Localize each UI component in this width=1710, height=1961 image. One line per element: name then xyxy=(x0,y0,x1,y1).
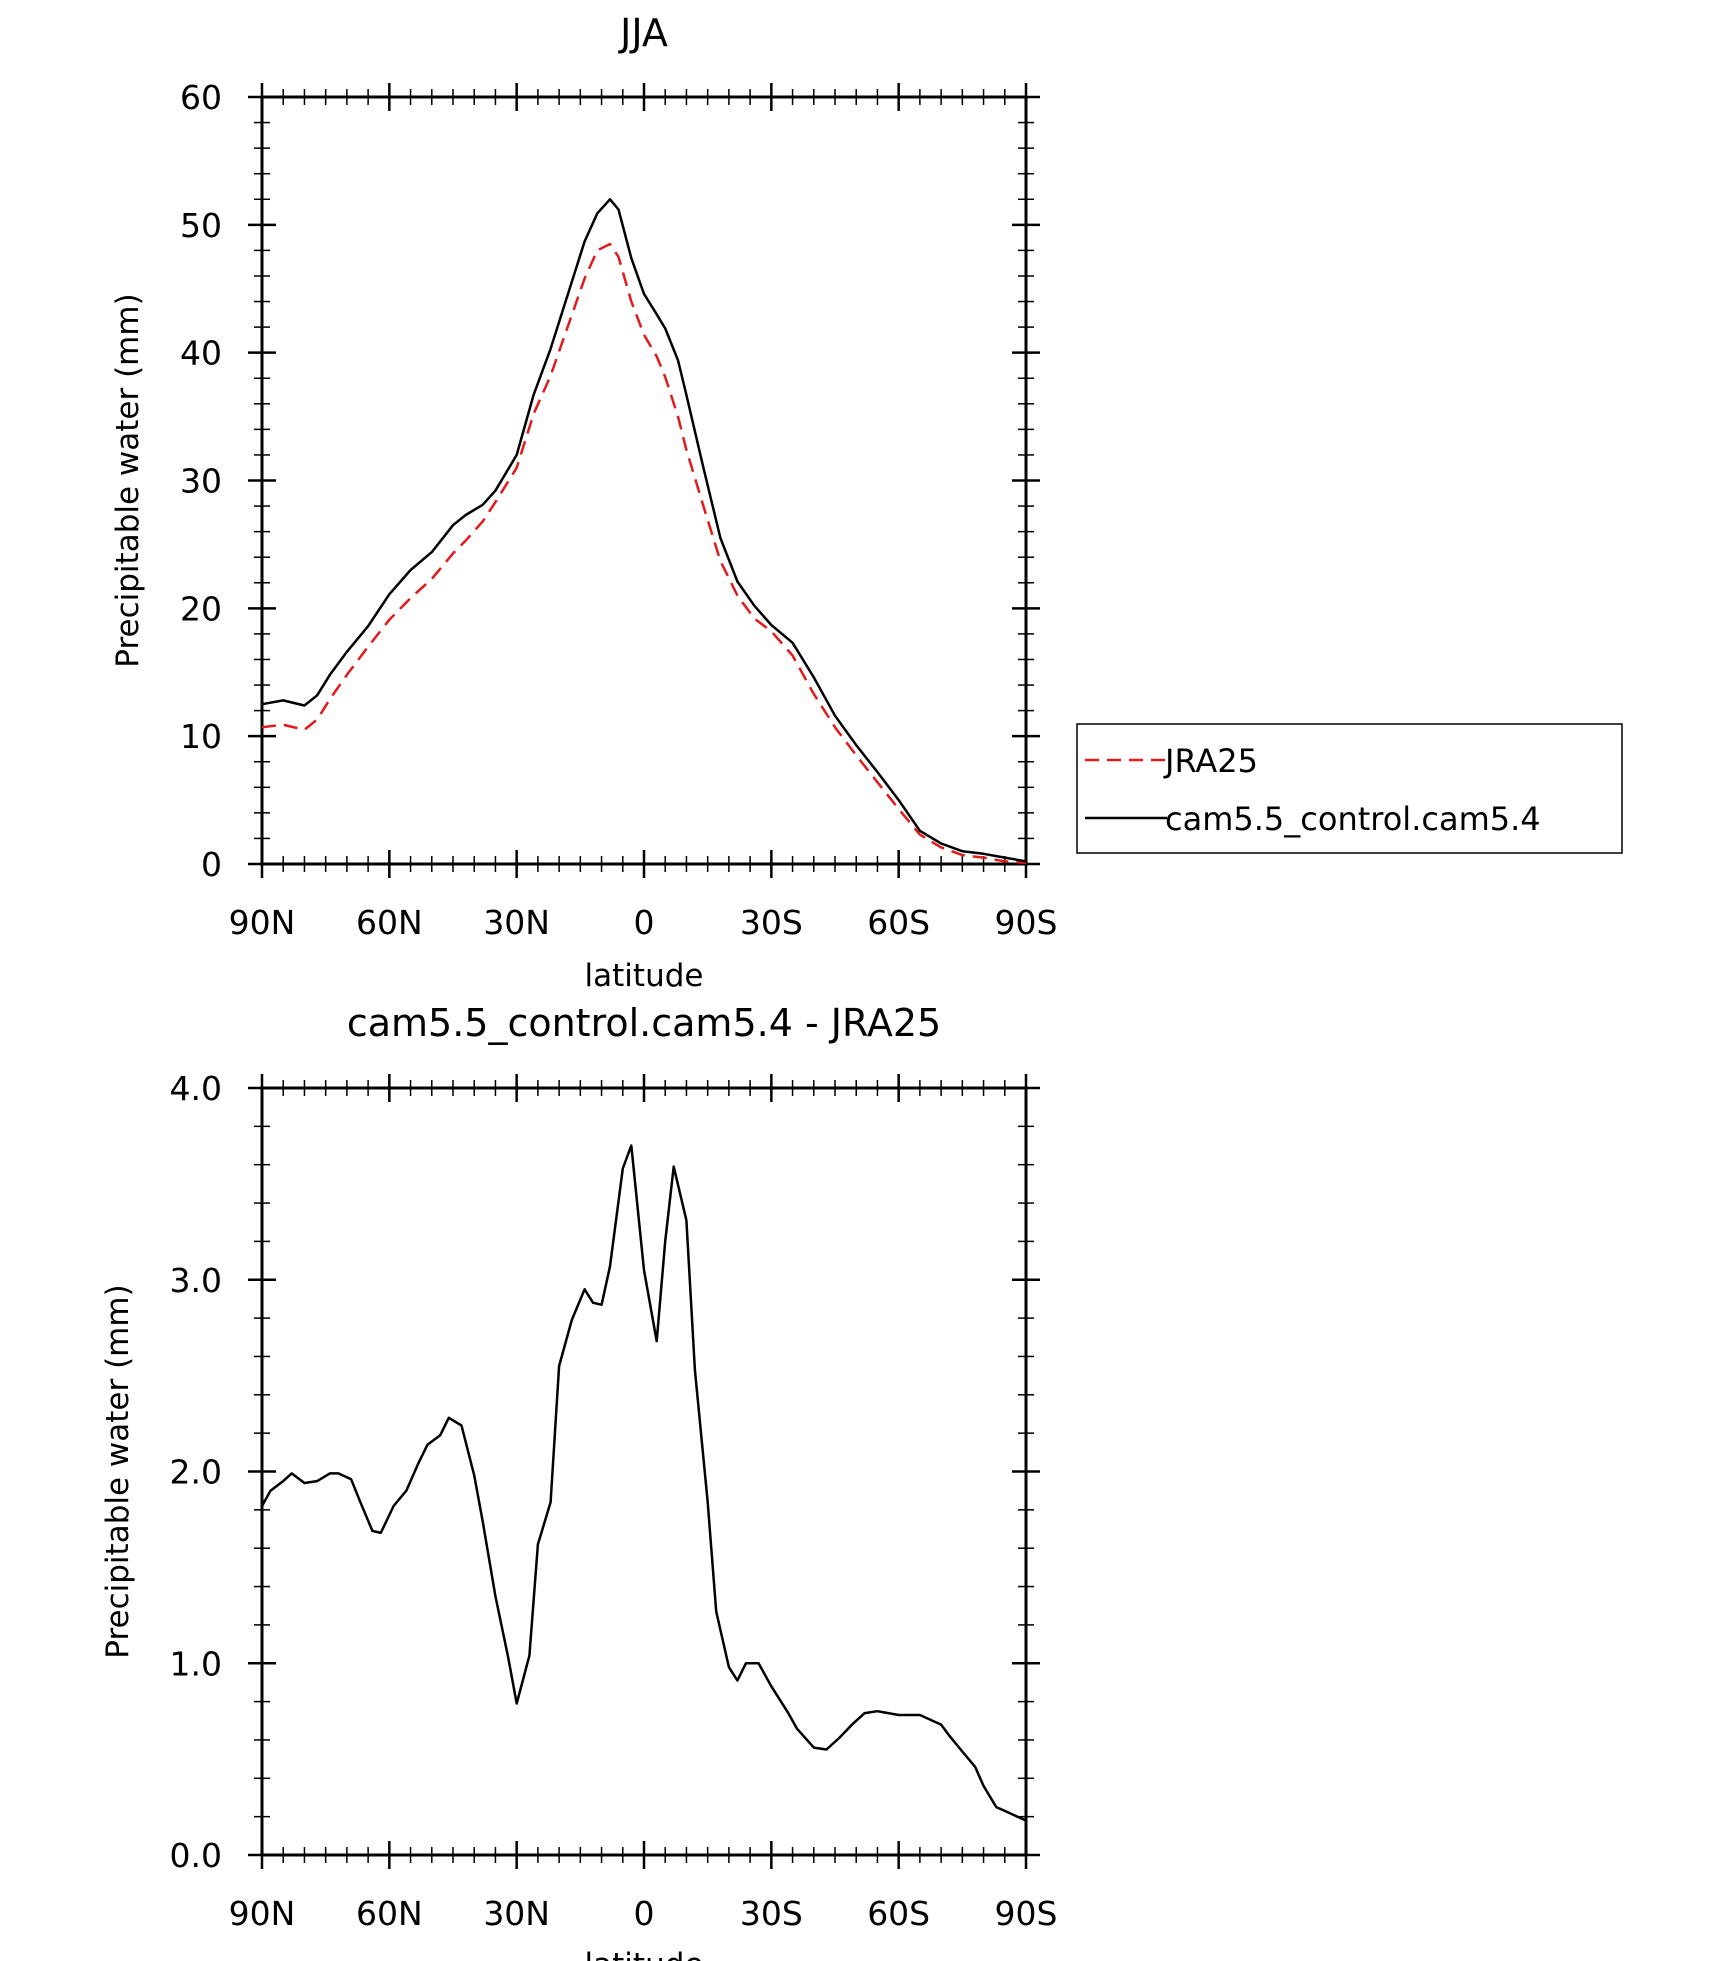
x-tick-label: 90S xyxy=(995,903,1058,942)
y-tick-label: 40 xyxy=(180,334,222,373)
x-tick-label: 60N xyxy=(356,1894,423,1933)
x-axis-label: latitude xyxy=(585,1947,704,1961)
y-tick-label: 1.0 xyxy=(170,1644,222,1683)
legend-label-1: cam5.5_control.cam5.4 xyxy=(1165,800,1541,838)
x-tick-label: 90N xyxy=(229,903,296,942)
plot-frame xyxy=(260,1086,1028,1857)
x-tick-label: 90S xyxy=(995,1894,1058,1933)
x-tick-label: 0 xyxy=(634,903,655,942)
x-tick-label: 30S xyxy=(740,903,803,942)
x-tick-label: 60N xyxy=(356,903,423,942)
plot-frame xyxy=(260,95,1028,866)
x-axis-label: latitude xyxy=(585,958,704,994)
y-tick-label: 20 xyxy=(180,589,222,628)
y-tick-label: 0 xyxy=(201,845,222,884)
y-tick-label: 60 xyxy=(180,78,222,117)
x-tick-label: 0 xyxy=(634,1894,655,1933)
y-tick-label: 10 xyxy=(180,717,222,756)
y-tick-label: 30 xyxy=(180,462,222,501)
y-tick-label: 50 xyxy=(180,206,222,245)
x-tick-label: 30N xyxy=(483,1894,550,1933)
y-tick-label: 0.0 xyxy=(170,1836,222,1875)
y-axis-label: Precipitable water (mm) xyxy=(100,1284,136,1658)
bottom-panel-difference: cam5.5_control.cam5.4 - JRA25 0.0 1.0 2.0 3.… xyxy=(100,1001,1057,1961)
y-tick-label: 2.0 xyxy=(170,1453,222,1492)
x-tick-label: 60S xyxy=(867,1894,930,1933)
x-tick-label: 30S xyxy=(740,1894,803,1933)
series-line-1 xyxy=(261,198,1027,863)
y-tick-label: 3.0 xyxy=(170,1261,222,1300)
chart-title: JJA xyxy=(618,11,668,55)
y-axis-label: Precipitable water (mm) xyxy=(110,293,146,667)
x-tick-label: 30N xyxy=(483,903,550,942)
series-line-0 xyxy=(260,1144,1027,1822)
top-panel-jja: JJA 0 10 20 30 40 50 60 90N 60N 30N 0 30S 60S 90S latit… xyxy=(110,11,1057,994)
legend-box xyxy=(1076,723,1623,854)
chart-title: cam5.5_control.cam5.4 - JRA25 xyxy=(347,1001,941,1045)
y-tick-label: 4.0 xyxy=(170,1069,222,1108)
legend: JRA25 cam5.5_control.cam5.4 xyxy=(1076,723,1623,854)
x-tick-label: 60S xyxy=(867,903,930,942)
series-line-0 xyxy=(261,242,1027,864)
x-tick-label: 90N xyxy=(229,1894,296,1933)
legend-label-0: JRA25 xyxy=(1163,742,1258,780)
